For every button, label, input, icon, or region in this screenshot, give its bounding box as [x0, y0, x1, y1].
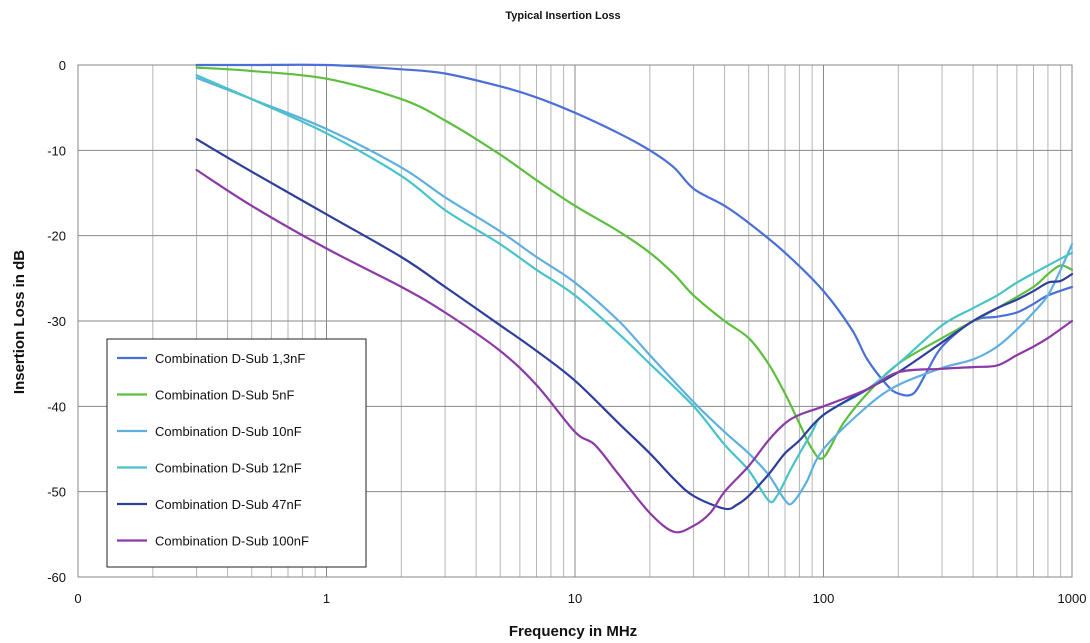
grid [77, 64, 1072, 578]
series-line [195, 138, 1074, 511]
chart-title: Typical Insertion Loss [505, 10, 620, 22]
legend-label: Combination D-Sub 12nF [155, 461, 302, 476]
legend-label: Combination D-Sub 1,3nF [155, 351, 305, 366]
legend-box [106, 338, 367, 568]
y-tick-label: -40 [47, 399, 66, 414]
x-axis-label: Frequency in MHz [509, 623, 637, 640]
y-tick-label: -10 [47, 143, 66, 158]
series-layer [195, 63, 1074, 534]
y-tick-label: -60 [47, 570, 66, 585]
x-tick-label: 1 [323, 591, 330, 606]
y-tick-label: -30 [47, 314, 66, 329]
y-tick-label: 0 [59, 58, 66, 73]
y-axis-label: Insertion Loss in dB [11, 250, 28, 394]
series-line [195, 74, 1074, 504]
x-tick-label: 1000 [1058, 591, 1087, 606]
legend-label: Combination D-Sub 5nF [155, 388, 295, 403]
series-line [195, 168, 1074, 534]
tick-labels: 0 -10 -20 -30 -40 -50 -60 0 1 10 100 1000 [47, 58, 1086, 606]
x-tick-label: 100 [813, 591, 835, 606]
legend-label: Combination D-Sub 10nF [155, 424, 302, 439]
x-tick-label: 10 [568, 591, 582, 606]
legend-label: Combination D-Sub 100nF [155, 534, 309, 549]
y-tick-label: -20 [47, 229, 66, 244]
series-line [195, 76, 1074, 506]
y-tick-label: -50 [47, 485, 66, 500]
legend: Combination D-Sub 1,3nF Combination D-Sub… [106, 338, 367, 568]
x-tick-label: 0 [74, 591, 81, 606]
legend-label: Combination D-Sub 47nF [155, 497, 302, 512]
